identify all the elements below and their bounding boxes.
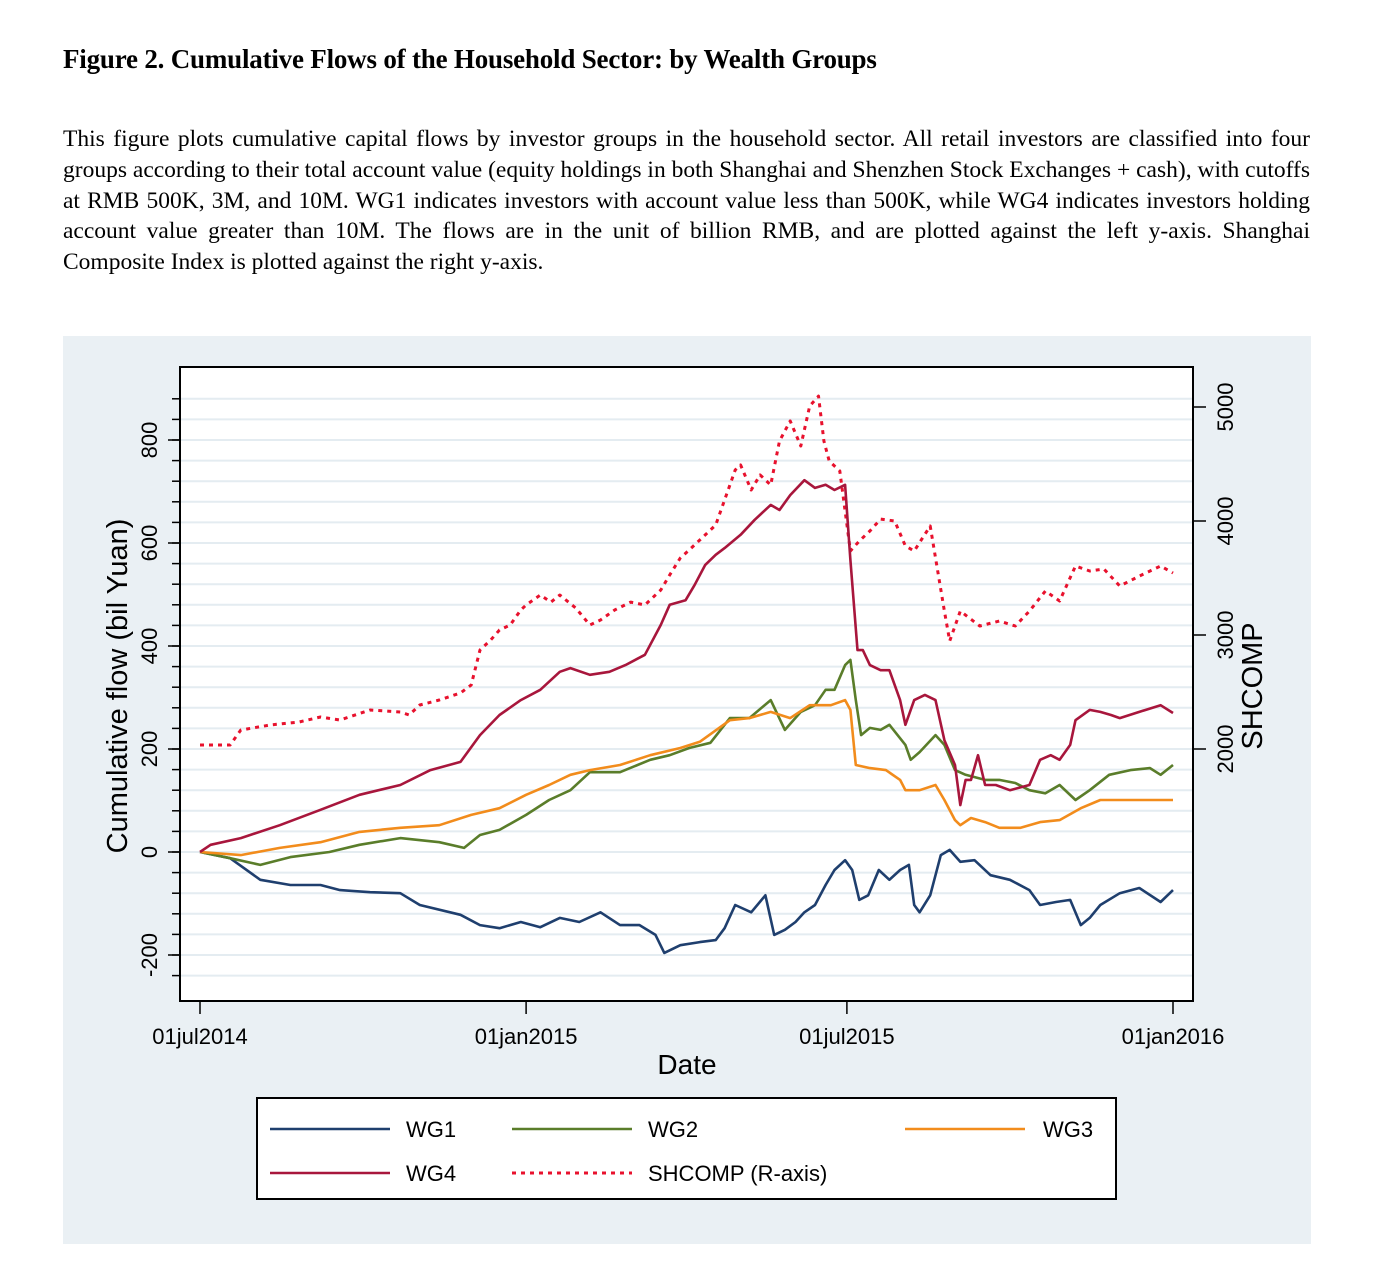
legend-label: WG4	[406, 1161, 456, 1186]
legend-label: WG2	[648, 1117, 698, 1142]
x-tick-label: 01jul2014	[152, 1024, 247, 1049]
x-tick-label: 01jul2015	[799, 1024, 894, 1049]
legend-label: SHCOMP (R-axis)	[648, 1161, 827, 1186]
y-tick-label: 600	[137, 525, 162, 562]
plot-area	[180, 367, 1193, 1001]
y-axis-title: Cumulative flow (bil Yuan)	[102, 519, 134, 854]
series-line-wg1	[199, 848, 1174, 955]
y-tick-label: -200	[137, 933, 162, 977]
y-axis-right: 2000 3000 4000 5000	[1193, 383, 1238, 774]
x-axis-title: Date	[657, 1049, 716, 1080]
x-tick-label: 01jan2016	[1122, 1024, 1225, 1049]
legend: WG1 WG2 WG3 WG4 SHCOMP (R-axis)	[256, 1097, 1117, 1200]
y2-tick-label: 5000	[1213, 383, 1238, 432]
y-tick-label: 400	[137, 628, 162, 665]
series-line-wg4	[199, 478, 1174, 854]
y2-tick-label: 3000	[1213, 611, 1238, 660]
y-tick-label: 200	[137, 731, 162, 768]
y2-axis-title: SHCOMP	[1237, 622, 1269, 749]
legend-box	[256, 1097, 1117, 1200]
y-axis-left: -200 0 200 400 600 800	[137, 398, 180, 977]
series-line-wg3	[199, 698, 1173, 857]
y2-tick-label: 2000	[1213, 725, 1238, 774]
series-line-shcomp	[200, 394, 1174, 747]
figure-title: Figure 2. Cumulative Flows of the Househ…	[63, 44, 877, 74]
y-tick-label: 800	[137, 422, 162, 459]
gridlines	[180, 397, 1193, 977]
x-axis: 01jul2014 01jan2015 01jul2015 01jan2016	[152, 1001, 1224, 1049]
plot-frame	[179, 366, 1194, 1002]
x-tick-label: 01jan2015	[475, 1024, 578, 1049]
series-group	[199, 394, 1174, 955]
legend-label: WG3	[1043, 1117, 1093, 1142]
series-line-wg2	[199, 658, 1174, 867]
y2-tick-label: 4000	[1213, 497, 1238, 546]
figure-caption: This figure plots cumulative capital flo…	[63, 126, 1310, 276]
legend-label: WG1	[406, 1117, 456, 1142]
y-tick-label: 0	[137, 846, 162, 858]
